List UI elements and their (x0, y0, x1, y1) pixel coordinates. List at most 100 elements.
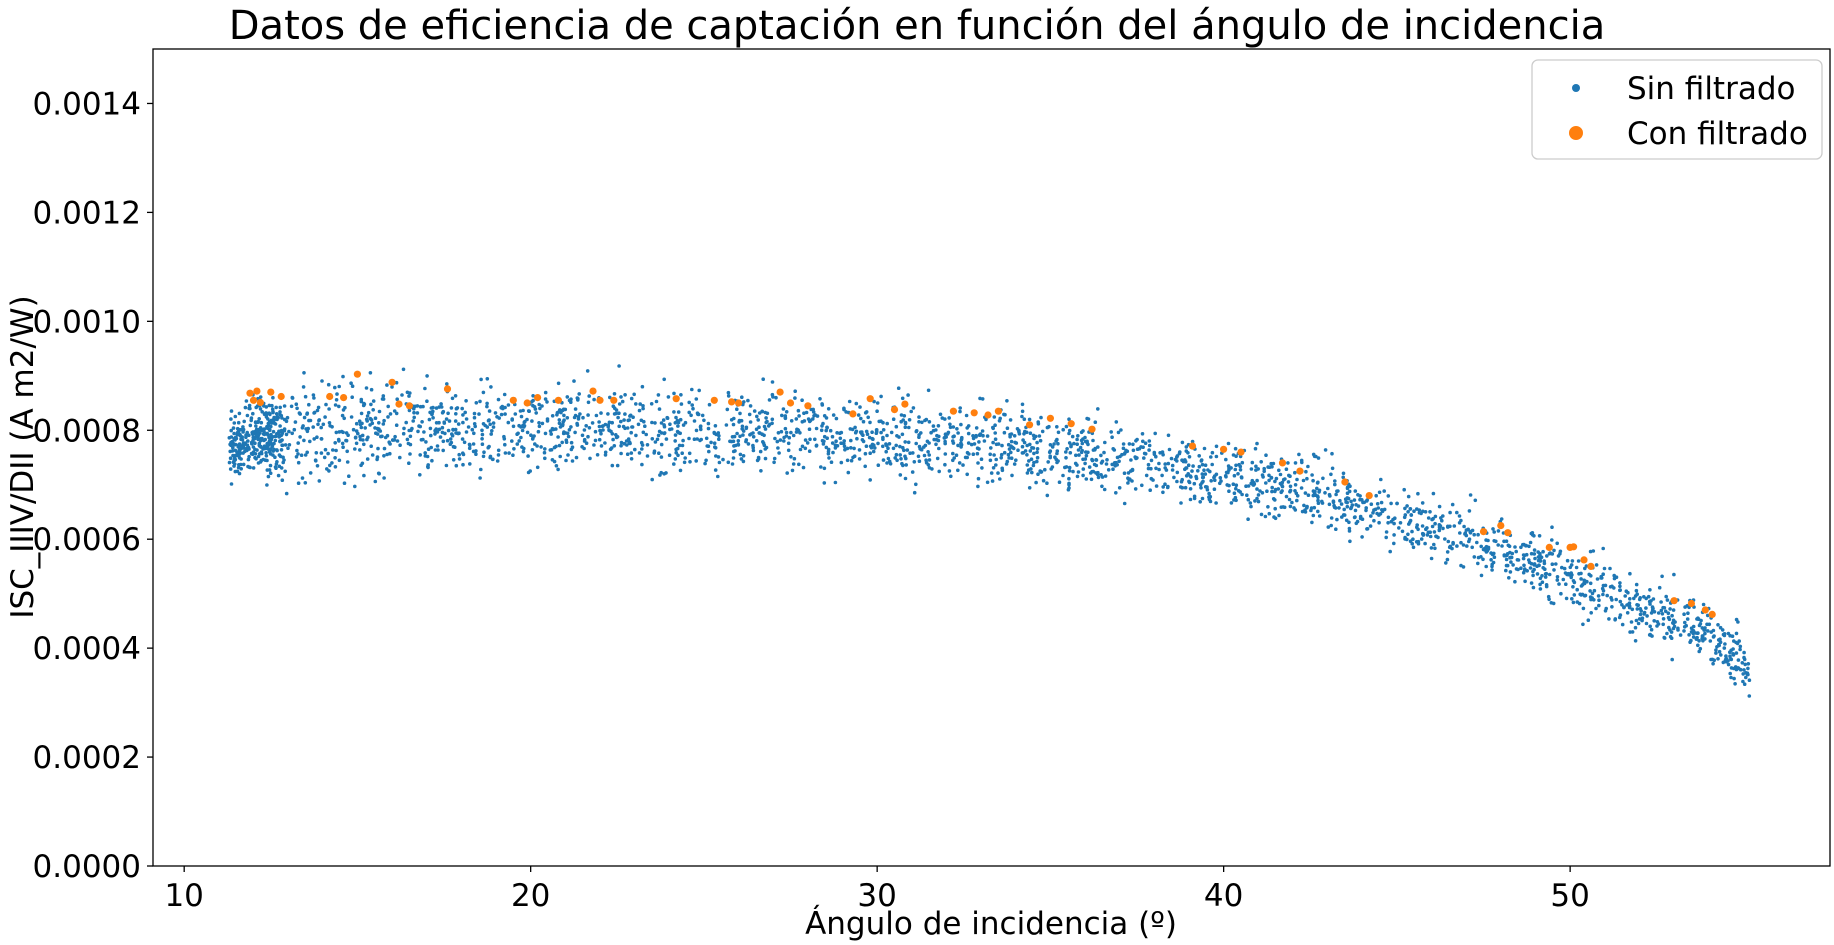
data-point-sin-filtrado (1088, 471, 1093, 475)
data-point-sin-filtrado (1402, 515, 1407, 520)
data-point-sin-filtrado (1149, 466, 1153, 471)
data-point-sin-filtrado (1277, 513, 1281, 518)
data-point-sin-filtrado (627, 440, 632, 445)
data-point-sin-filtrado (623, 412, 627, 416)
x-tick-label: 20 (511, 878, 550, 914)
data-point-sin-filtrado (1267, 473, 1271, 478)
data-point-sin-filtrado (826, 407, 831, 411)
data-point-sin-filtrado (1662, 636, 1667, 640)
data-point-sin-filtrado (1637, 617, 1642, 621)
data-point-sin-filtrado (1648, 602, 1652, 606)
data-point-sin-filtrado (948, 422, 952, 427)
data-point-sin-filtrado (512, 447, 516, 451)
data-point-sin-filtrado (1386, 521, 1390, 525)
data-point-sin-filtrado (279, 439, 283, 443)
data-point-sin-filtrado (1186, 463, 1191, 468)
data-point-sin-filtrado (971, 434, 975, 438)
data-point-sin-filtrado (863, 411, 868, 415)
data-point-sin-filtrado (1670, 657, 1674, 662)
data-point-sin-filtrado (833, 480, 838, 485)
data-point-sin-filtrado (959, 438, 964, 442)
data-point-sin-filtrado (776, 446, 780, 450)
data-point-sin-filtrado (957, 461, 962, 465)
data-point-sin-filtrado (875, 401, 880, 405)
data-point-sin-filtrado (748, 420, 753, 424)
data-point-sin-filtrado (1061, 473, 1065, 478)
data-point-sin-filtrado (848, 427, 853, 431)
data-point-sin-filtrado (1384, 530, 1389, 534)
data-point-sin-filtrado (767, 422, 772, 427)
data-point-sin-filtrado (664, 437, 669, 441)
data-point-sin-filtrado (819, 465, 823, 469)
data-point-sin-filtrado (1076, 448, 1081, 452)
data-point-sin-filtrado (851, 455, 855, 460)
data-point-sin-filtrado (800, 398, 804, 403)
data-point-sin-filtrado (661, 418, 666, 422)
data-point-sin-filtrado (1537, 563, 1541, 568)
data-point-sin-filtrado (1037, 434, 1042, 438)
data-point-sin-filtrado (672, 391, 676, 396)
points-layer (227, 364, 1752, 698)
data-point-sin-filtrado (1547, 572, 1552, 577)
data-point-sin-filtrado (1035, 459, 1039, 464)
data-point-sin-filtrado (1507, 576, 1511, 580)
data-point-sin-filtrado (1229, 466, 1233, 470)
data-point-sin-filtrado (1067, 465, 1072, 470)
data-point-con-filtrado (901, 400, 909, 408)
data-point-sin-filtrado (1009, 450, 1013, 455)
data-point-sin-filtrado (545, 417, 550, 421)
data-point-sin-filtrado (629, 451, 634, 455)
data-point-sin-filtrado (1486, 547, 1491, 551)
data-point-sin-filtrado (294, 402, 299, 407)
data-point-sin-filtrado (1234, 483, 1239, 488)
data-point-sin-filtrado (1529, 581, 1534, 585)
data-point-sin-filtrado (1084, 477, 1089, 481)
data-point-sin-filtrado (783, 426, 788, 431)
data-point-sin-filtrado (758, 449, 763, 454)
data-point-sin-filtrado (1166, 433, 1171, 438)
data-point-sin-filtrado (296, 460, 301, 465)
data-point-sin-filtrado (898, 453, 902, 457)
data-point-sin-filtrado (902, 414, 907, 418)
data-point-sin-filtrado (278, 424, 282, 428)
data-point-sin-filtrado (289, 404, 294, 409)
data-point-sin-filtrado (617, 402, 622, 406)
data-point-sin-filtrado (1338, 498, 1342, 503)
data-point-sin-filtrado (346, 433, 350, 438)
data-point-sin-filtrado (903, 421, 908, 426)
data-point-con-filtrado (1067, 420, 1075, 428)
data-point-sin-filtrado (1513, 579, 1517, 584)
data-point-sin-filtrado (1528, 566, 1533, 570)
data-point-sin-filtrado (1005, 459, 1010, 464)
data-point-sin-filtrado (257, 444, 262, 448)
data-point-sin-filtrado (1416, 527, 1420, 532)
data-point-sin-filtrado (681, 423, 686, 427)
data-point-sin-filtrado (466, 425, 471, 429)
data-point-sin-filtrado (1570, 559, 1575, 563)
data-point-sin-filtrado (822, 466, 827, 471)
data-point-sin-filtrado (315, 408, 320, 413)
data-point-sin-filtrado (1582, 593, 1587, 598)
data-point-sin-filtrado (1034, 480, 1038, 485)
data-point-sin-filtrado (1511, 563, 1515, 567)
data-point-sin-filtrado (1482, 546, 1487, 551)
data-point-sin-filtrado (654, 399, 659, 404)
data-point-sin-filtrado (251, 435, 255, 440)
data-point-sin-filtrado (606, 412, 610, 416)
data-point-sin-filtrado (831, 413, 836, 417)
data-point-sin-filtrado (622, 418, 626, 422)
data-point-sin-filtrado (353, 484, 357, 489)
data-point-sin-filtrado (259, 450, 264, 454)
data-point-sin-filtrado (856, 413, 861, 417)
data-point-sin-filtrado (784, 410, 789, 414)
data-point-sin-filtrado (467, 446, 472, 451)
data-point-sin-filtrado (245, 413, 250, 418)
data-point-sin-filtrado (254, 433, 259, 438)
data-point-sin-filtrado (726, 390, 731, 395)
data-point-sin-filtrado (620, 399, 625, 404)
data-point-sin-filtrado (1699, 618, 1703, 623)
data-point-sin-filtrado (1369, 502, 1374, 507)
data-point-sin-filtrado (634, 402, 638, 406)
data-point-sin-filtrado (825, 426, 829, 430)
data-point-sin-filtrado (1465, 544, 1469, 548)
